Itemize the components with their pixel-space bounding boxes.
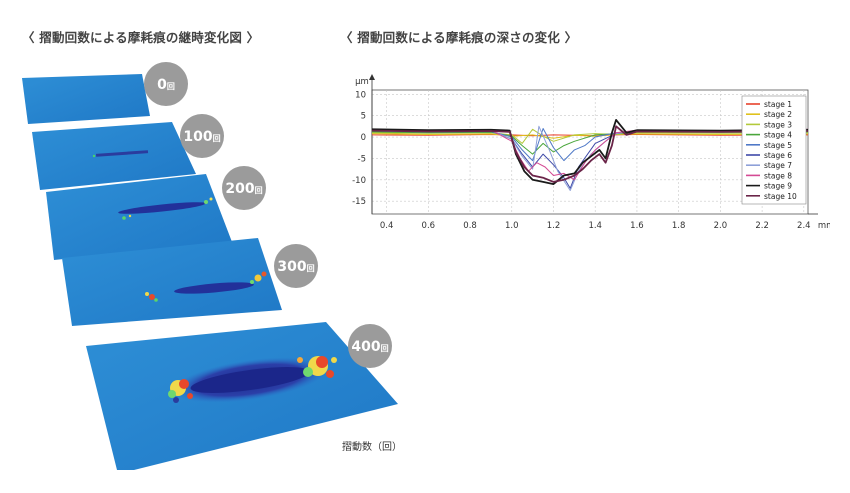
legend-label: stage 3 xyxy=(764,120,792,129)
svg-text:200回: 200回 xyxy=(225,181,262,197)
chart-axes: 0.4 0.6 0.8 1.0 1.2 1.4 1.6 1.8 2.0 2.2 2.4 10 5 0 -5 -… xyxy=(352,74,830,231)
right-panel-title: 〈 摺動回数による摩耗痕の深さの変化 〉 xyxy=(340,30,578,45)
svg-text:300回: 300回 xyxy=(277,259,314,275)
legend-label: stage 5 xyxy=(764,141,792,150)
chart-grid xyxy=(371,89,809,215)
x-tick-label: 0.6 xyxy=(422,221,436,231)
x-tick-label: 0.8 xyxy=(463,221,477,231)
badge-100-number: 100 xyxy=(183,129,212,145)
badge-100: 100回 xyxy=(180,114,224,158)
y-tick-label: -10 xyxy=(352,176,366,186)
badge-200-number: 200 xyxy=(225,181,254,197)
svg-text:100回: 100回 xyxy=(183,129,220,145)
badge-100-unit: 回 xyxy=(213,134,221,143)
badge-300-number: 300 xyxy=(277,259,306,275)
legend-label: stage 10 xyxy=(764,192,797,201)
series-line-stage-1 xyxy=(371,134,809,137)
x-tick-label: 1.6 xyxy=(630,221,644,231)
legend-label: stage 1 xyxy=(764,100,792,109)
legend-label: stage 6 xyxy=(764,151,792,160)
legend-label: stage 4 xyxy=(764,131,792,140)
y-tick-label: -15 xyxy=(352,197,366,207)
badge-400-unit: 回 xyxy=(381,344,389,353)
chart-series-lines xyxy=(371,119,809,191)
badge-0-unit: 回 xyxy=(167,82,175,91)
surface-plate-400 xyxy=(86,322,398,470)
badge-300-unit: 回 xyxy=(307,264,315,273)
x-tick-label: 2.0 xyxy=(714,221,728,231)
surface-plate-300 xyxy=(62,238,282,326)
surface-plate-200 xyxy=(46,174,232,260)
left-panel-title: 〈 摺動回数による摩耗痕の継時変化図 〉 xyxy=(22,30,260,45)
badge-200-unit: 回 xyxy=(255,186,263,195)
badge-300: 300回 xyxy=(274,244,318,288)
x-tick-label: 2.4 xyxy=(797,221,811,231)
legend-label: stage 7 xyxy=(764,161,792,170)
x-tick-label: 0.4 xyxy=(380,221,394,231)
legend-label: stage 8 xyxy=(764,171,792,180)
x-tick-label: 1.8 xyxy=(672,221,686,231)
x-tick-label: 1.2 xyxy=(547,221,561,231)
series-line-stage-2 xyxy=(371,133,809,139)
y-tick-label: -5 xyxy=(358,154,366,164)
legend-label: stage 9 xyxy=(764,182,792,191)
wear-scar-surface-stack: 0回 100回 200回 300回 400回 xyxy=(22,62,398,470)
sliding-count-note: 摺動数（回） xyxy=(342,442,402,453)
badge-200: 200回 xyxy=(222,166,266,210)
y-tick-label: 5 xyxy=(361,112,366,122)
legend-label: stage 2 xyxy=(764,110,792,119)
surface-plate-0 xyxy=(22,74,150,124)
y-axis-unit-label: μm xyxy=(355,77,369,87)
depth-profile-chart: 0.4 0.6 0.8 1.0 1.2 1.4 1.6 1.8 2.0 2.2 2.4 10 5 0 -5 -… xyxy=(352,74,830,231)
x-tick-label: 1.4 xyxy=(588,221,602,231)
y-tick-label: 10 xyxy=(355,90,366,100)
x-axis-unit-label: mm xyxy=(818,221,830,231)
surface-plate-100 xyxy=(32,122,196,190)
badge-400: 400回 xyxy=(348,324,392,368)
y-axis-arrow xyxy=(369,74,375,80)
y-tick-label: 0 xyxy=(361,133,366,143)
badge-400-number: 400 xyxy=(351,339,380,355)
series-line-stage-8 xyxy=(371,128,809,181)
plot-frame xyxy=(371,89,809,215)
badge-0-number: 0 xyxy=(157,77,167,93)
x-tick-label: 2.2 xyxy=(755,221,769,231)
series-line-stage-10 xyxy=(371,125,809,183)
svg-text:0回: 0回 xyxy=(157,77,175,93)
x-tick-label: 1.0 xyxy=(505,221,519,231)
svg-text:400回: 400回 xyxy=(351,339,388,355)
badge-0: 0回 xyxy=(144,62,188,106)
